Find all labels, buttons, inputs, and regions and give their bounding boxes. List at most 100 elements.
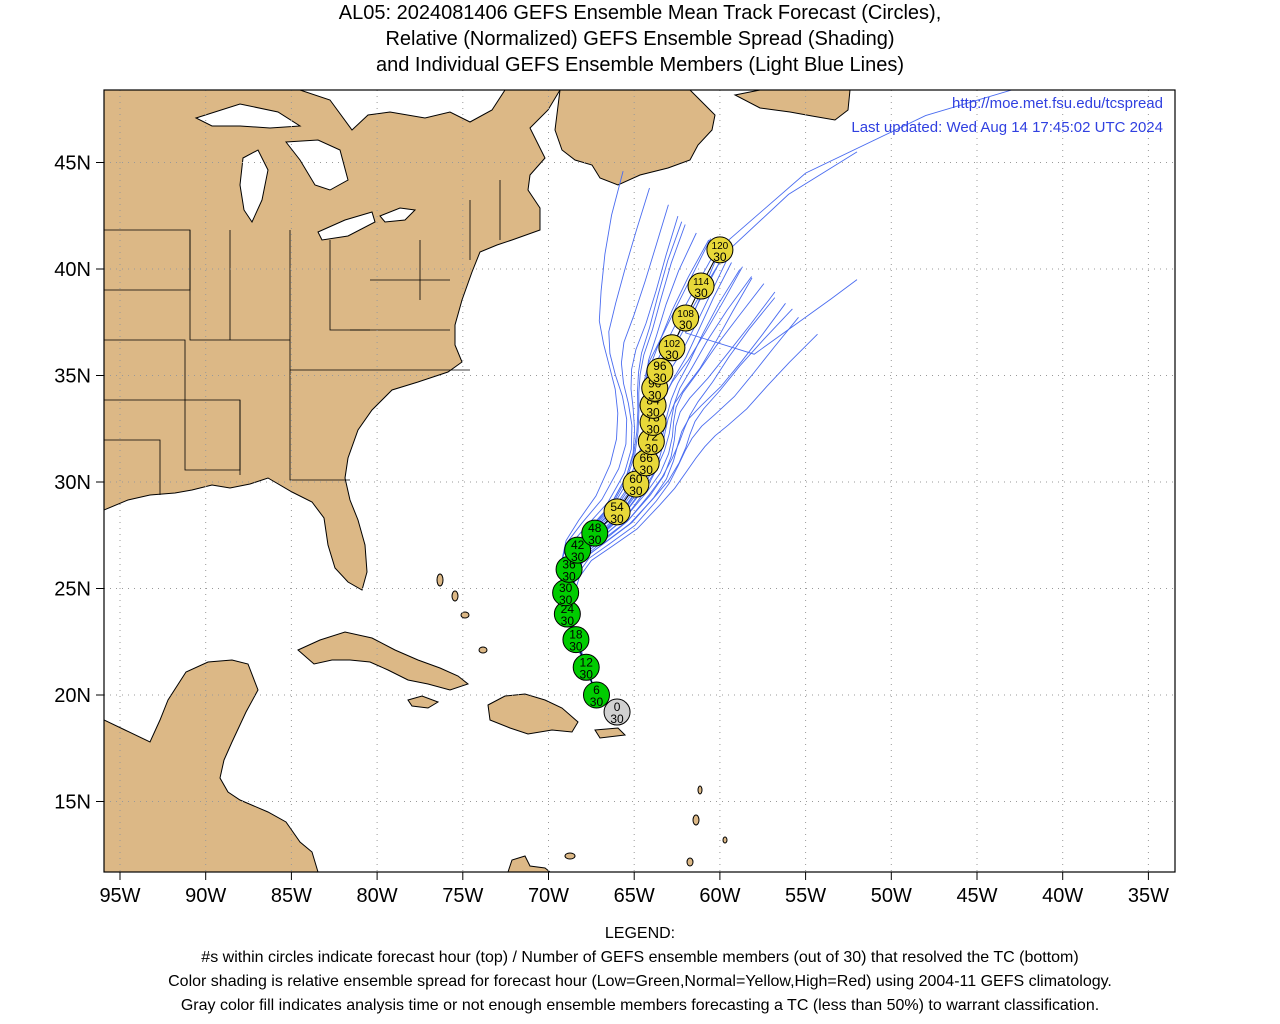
- x-axis: 95W 90W 85W 80W 75W 70W 65W 60W 55W 50W 45W 40W 35W: [99, 872, 1169, 907]
- y-tick-label: 35N: [54, 366, 91, 388]
- track-circle: [646, 357, 674, 385]
- member-count-label: 30: [646, 422, 660, 436]
- member-count-label: 30: [561, 614, 575, 628]
- state-borders: [104, 180, 501, 495]
- x-tick-label: 40W: [1042, 885, 1083, 907]
- y-tick-label: 45N: [54, 153, 91, 175]
- track-circle: [658, 334, 686, 362]
- x-tick-label: 75W: [442, 885, 483, 907]
- track-point: 030: [603, 698, 631, 726]
- x-tick-label: 35W: [1128, 885, 1169, 907]
- x-tick-label: 90W: [185, 885, 226, 907]
- mean-track: 0306301230183024303030363042304830543060…: [552, 236, 734, 726]
- legend-heading: LEGEND:: [604, 925, 676, 942]
- x-tick-label: 60W: [699, 885, 740, 907]
- track-circle: [672, 304, 700, 332]
- member-count-label: 30: [571, 550, 585, 564]
- forecast-hour-label: 0: [614, 700, 621, 714]
- legend-line-3: Gray color fill indicates analysis time …: [180, 997, 1100, 1014]
- x-tick-label: 95W: [99, 885, 140, 907]
- x-tick-label: 65W: [614, 885, 655, 907]
- member-count-label: 30: [640, 463, 654, 477]
- member-count-label: 30: [648, 388, 662, 402]
- track-circle: [581, 519, 609, 547]
- x-tick-label: 55W: [785, 885, 826, 907]
- land-areas: [104, 90, 851, 872]
- y-tick-label: 25N: [54, 579, 91, 601]
- credit-updated: Last updated: Wed Aug 14 17:45:02 UTC 20…: [851, 119, 1163, 136]
- title-line-3: and Individual GEFS Ensemble Members (Li…: [375, 54, 905, 76]
- forecast-hour-label: 114: [693, 277, 709, 288]
- forecast-hour-label: 18: [569, 628, 583, 642]
- x-tick-label: 80W: [357, 885, 398, 907]
- land-maritimes: [554, 90, 716, 186]
- y-tick-label: 15N: [54, 792, 91, 814]
- track-circle: [562, 626, 590, 654]
- forecast-hour-label: 48: [588, 521, 602, 535]
- forecast-hour-label: 6: [593, 683, 600, 697]
- y-tick-label: 40N: [54, 259, 91, 281]
- track-circle: [687, 272, 715, 300]
- member-count-label: 30: [559, 593, 573, 607]
- member-count-label: 30: [590, 695, 604, 709]
- credit-url: http://moe.met.fsu.edu/tcspread: [952, 95, 1163, 112]
- land-south-america: [507, 855, 551, 872]
- land-hispaniola: [487, 693, 579, 735]
- track-circle: [603, 498, 631, 526]
- member-count-label: 30: [645, 442, 659, 456]
- great-lakes: [194, 103, 417, 241]
- member-count-label: 30: [629, 484, 643, 498]
- member-count-label: 30: [569, 640, 583, 654]
- x-tick-label: 70W: [528, 885, 569, 907]
- plot-frame: [103, 89, 1176, 873]
- y-tick-label: 30N: [54, 472, 91, 494]
- member-count-label: 30: [610, 712, 624, 726]
- member-count-label: 30: [694, 286, 708, 300]
- land-newfoundland: [733, 90, 851, 121]
- land-central-america: [104, 659, 319, 872]
- land-cuba: [297, 631, 470, 691]
- land-north-america: [104, 90, 561, 591]
- member-count-label: 30: [665, 348, 679, 362]
- forecast-hour-label: 30: [559, 581, 573, 595]
- track-circle: [572, 653, 600, 681]
- member-count-label: 30: [562, 569, 576, 583]
- member-count-label: 30: [580, 667, 594, 681]
- member-count-label: 30: [588, 533, 602, 547]
- forecast-hour-label: 60: [629, 472, 643, 486]
- member-count-label: 30: [679, 318, 693, 332]
- y-axis: 15N 20N 25N 30N 35N 40N 45N: [54, 153, 104, 814]
- track-circle: [564, 536, 592, 564]
- title-line-2: Relative (Normalized) GEFS Ensemble Spre…: [385, 28, 895, 50]
- member-count-label: 30: [646, 405, 660, 419]
- member-track: [684, 249, 858, 355]
- track-circle: [582, 681, 610, 709]
- forecast-hour-label: 54: [610, 500, 624, 514]
- x-tick-label: 85W: [271, 885, 312, 907]
- member-count-label: 30: [713, 250, 727, 264]
- x-tick-label: 45W: [956, 885, 997, 907]
- land-jamaica: [407, 695, 440, 709]
- y-tick-label: 20N: [54, 685, 91, 707]
- forecast-hour-label: 108: [677, 309, 694, 320]
- legend-line-2: Color shading is relative ensemble sprea…: [168, 973, 1112, 990]
- track-circle: [603, 698, 631, 726]
- forecast-hour-label: 96: [653, 359, 667, 373]
- track-point: 630: [582, 681, 610, 709]
- forecast-hour-label: 120: [712, 241, 729, 252]
- x-tick-label: 50W: [871, 885, 912, 907]
